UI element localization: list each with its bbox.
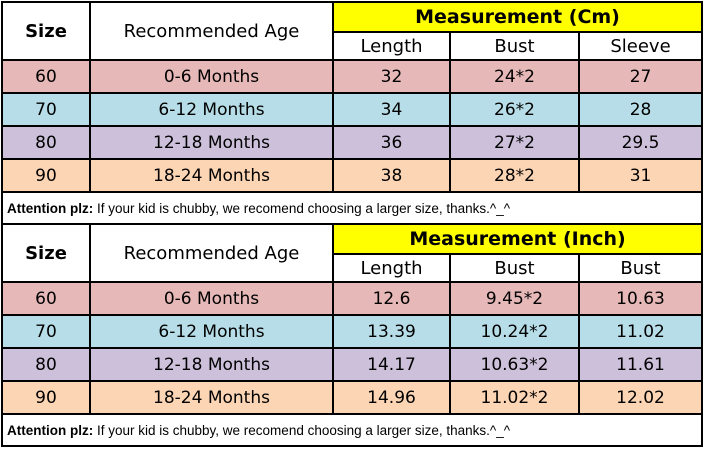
sub-header-length: Length: [332, 253, 451, 283]
attention-label: Attention plz:: [7, 422, 94, 438]
attention-text: If your kid is chubby, we recomend choos…: [93, 200, 511, 216]
bust-cell-2: 11.02: [577, 314, 704, 349]
size-table-inch: Size Recommended Age Measurement (Inch) …: [0, 223, 704, 447]
sub-header-length: Length: [332, 31, 451, 61]
table-row-size-70: 70 6-12 Months 34 26*2 28: [1, 92, 704, 127]
age-cell: 0-6 Months: [89, 281, 334, 316]
size-cell: 70: [1, 92, 91, 127]
size-cell: 90: [1, 380, 91, 415]
bust-cell: 9.45*2: [449, 281, 580, 316]
sleeve-cell: 29.5: [577, 125, 704, 160]
size-chart: Size Recommended Age Measurement (Cm) Le…: [0, 1, 704, 447]
length-cell: 32: [332, 59, 451, 94]
length-cell: 12.6: [332, 281, 451, 316]
length-cell: 36: [332, 125, 451, 160]
sub-header-sleeve: Sleeve: [577, 31, 704, 61]
bust-cell: 28*2: [449, 158, 580, 193]
bust-cell: 27*2: [449, 125, 580, 160]
bust-cell: 11.02*2: [449, 380, 580, 415]
table-row-size-60: 60 0-6 Months 32 24*2 27: [1, 59, 704, 94]
size-cell: 60: [1, 59, 91, 94]
age-cell: 6-12 Months: [89, 314, 334, 349]
age-cell: 6-12 Months: [89, 92, 334, 127]
table-row-size-90: 90 18-24 Months 14.96 11.02*2 12.02: [1, 380, 704, 415]
age-column-header: Recommended Age: [89, 223, 334, 283]
length-cell: 38: [332, 158, 451, 193]
size-column-header: Size: [1, 1, 91, 61]
age-cell: 18-24 Months: [89, 380, 334, 415]
sub-header-bust-2: Bust: [577, 253, 704, 283]
measurement-cm-header: Measurement (Cm): [331, 1, 704, 33]
size-cell: 70: [1, 314, 91, 349]
bust-cell-2: 11.61: [577, 347, 704, 382]
age-column-header: Recommended Age: [89, 1, 334, 61]
table-row-size-80: 80 12-18 Months 14.17 10.63*2 11.61: [1, 347, 704, 382]
age-cell: 12-18 Months: [89, 347, 334, 382]
sleeve-cell: 27: [577, 59, 704, 94]
table-row-size-70: 70 6-12 Months 13.39 10.24*2 11.02: [1, 314, 704, 349]
table-row-size-80: 80 12-18 Months 36 27*2 29.5: [1, 125, 704, 160]
size-cell: 90: [1, 158, 91, 193]
age-cell: 12-18 Months: [89, 125, 334, 160]
bust-cell-2: 10.63: [577, 281, 704, 316]
size-column-header: Size: [1, 223, 91, 283]
bust-cell-2: 12.02: [577, 380, 704, 415]
attention-label: Attention plz:: [7, 200, 94, 216]
measurement-inch-header: Measurement (Inch): [331, 223, 704, 255]
bust-cell: 10.63*2: [449, 347, 580, 382]
size-cell: 80: [1, 347, 91, 382]
attention-note: Attention plz: If your kid is chubby, we…: [0, 191, 704, 225]
age-cell: 18-24 Months: [89, 158, 334, 193]
table-row-size-90: 90 18-24 Months 38 28*2 31: [1, 158, 704, 193]
sub-header-bust: Bust: [449, 31, 580, 61]
bust-cell: 24*2: [449, 59, 580, 94]
size-cell: 60: [1, 281, 91, 316]
length-cell: 14.17: [332, 347, 451, 382]
sleeve-cell: 28: [577, 92, 704, 127]
length-cell: 14.96: [332, 380, 451, 415]
length-cell: 34: [332, 92, 451, 127]
attention-note: Attention plz: If your kid is chubby, we…: [0, 413, 704, 447]
table-row-size-60: 60 0-6 Months 12.6 9.45*2 10.63: [1, 281, 704, 316]
sub-header-bust: Bust: [449, 253, 580, 283]
sleeve-cell: 31: [577, 158, 704, 193]
bust-cell: 10.24*2: [449, 314, 580, 349]
age-cell: 0-6 Months: [89, 59, 334, 94]
attention-text: If your kid is chubby, we recomend choos…: [93, 422, 511, 438]
size-cell: 80: [1, 125, 91, 160]
bust-cell: 26*2: [449, 92, 580, 127]
size-table-cm: Size Recommended Age Measurement (Cm) Le…: [0, 1, 704, 225]
length-cell: 13.39: [332, 314, 451, 349]
